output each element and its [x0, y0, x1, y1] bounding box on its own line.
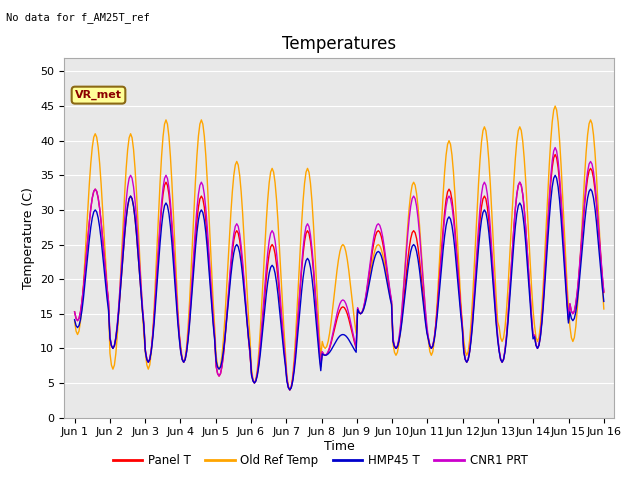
Legend: Panel T, Old Ref Temp, HMP45 T, CNR1 PRT: Panel T, Old Ref Temp, HMP45 T, CNR1 PRT — [108, 449, 532, 472]
X-axis label: Time: Time — [324, 440, 355, 453]
Text: No data for f_AM25T_ref: No data for f_AM25T_ref — [6, 12, 150, 23]
Y-axis label: Temperature (C): Temperature (C) — [22, 187, 35, 288]
Text: VR_met: VR_met — [75, 90, 122, 100]
Title: Temperatures: Temperatures — [282, 35, 396, 53]
